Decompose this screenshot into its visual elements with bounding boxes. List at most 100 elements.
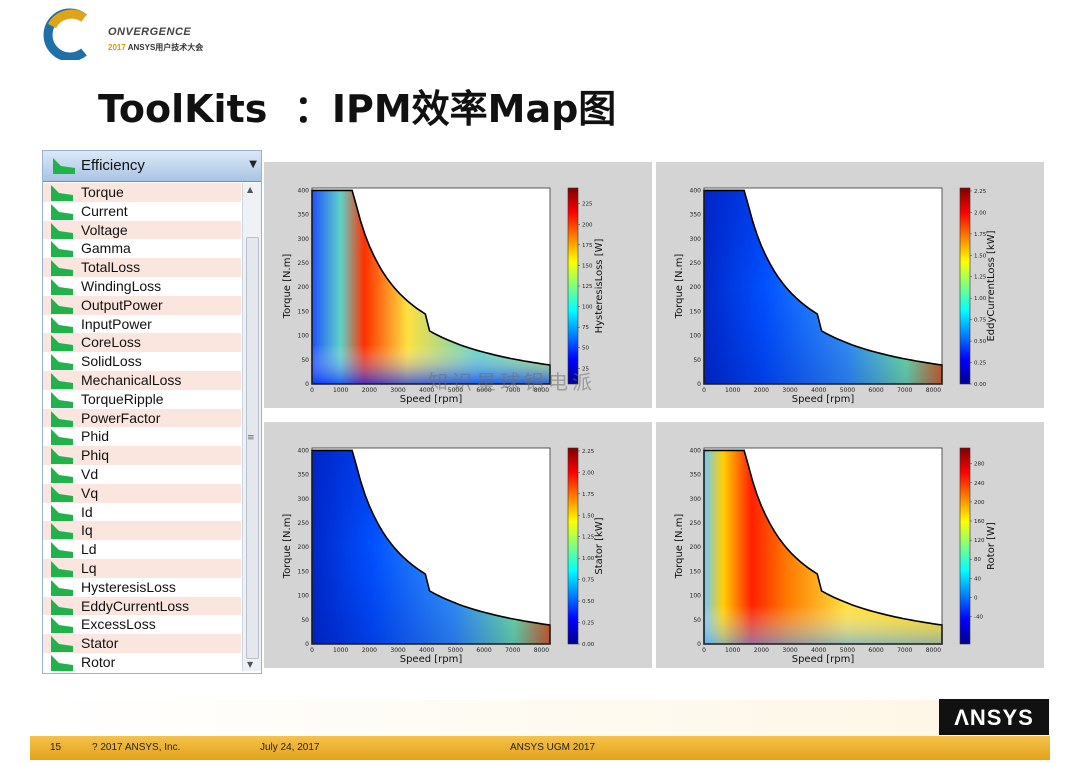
colorbar-tick-label: 80 xyxy=(974,557,981,563)
dropdown-list: Torque Current Voltage Gamma TotalLoss Windin… xyxy=(43,183,241,672)
x-tick-label: 3000 xyxy=(390,647,405,654)
dropdown-item-label: Vd xyxy=(81,465,99,482)
result-dropdown[interactable]: Efficiency ▼ Torque Current Voltage Gamma To… xyxy=(42,150,262,674)
x-tick-label: 0 xyxy=(702,387,706,394)
dropdown-item[interactable]: Rotor xyxy=(43,652,241,672)
x-axis-label: Speed [rpm] xyxy=(400,654,463,665)
flag-icon xyxy=(51,241,73,258)
flag-icon xyxy=(51,316,73,333)
colorbar-label: EddyCurrentLoss [kW] xyxy=(986,230,997,341)
x-tick-label: 0 xyxy=(310,647,314,654)
dropdown-item[interactable]: Id xyxy=(43,502,241,522)
colorbar-tick-label: 0.00 xyxy=(974,382,987,388)
flag-icon xyxy=(51,485,73,502)
dropdown-item[interactable]: EddyCurrentLoss xyxy=(43,596,241,616)
colorbar-tick-label: 0.75 xyxy=(974,318,987,324)
footer-bar: 15 ? 2017 ANSYS, Inc. July 24, 2017 ANSY… xyxy=(30,736,1050,760)
y-tick-label: 50 xyxy=(693,617,701,624)
colorbar xyxy=(567,187,579,385)
x-tick-label: 0 xyxy=(310,387,314,394)
chevron-down-icon[interactable]: ▼ xyxy=(249,159,257,170)
dropdown-item[interactable]: Gamma xyxy=(43,239,241,259)
x-tick-label: 4000 xyxy=(811,647,826,654)
dropdown-item-label: CoreLoss xyxy=(81,334,141,351)
y-tick-label: 350 xyxy=(690,212,702,219)
y-tick-label: 250 xyxy=(298,520,310,527)
dropdown-item[interactable]: Phiq xyxy=(43,446,241,465)
dropdown-item[interactable]: SolidLoss xyxy=(43,352,241,371)
dropdown-item[interactable]: Iq xyxy=(43,521,241,541)
dropdown-header[interactable]: Efficiency ▼ xyxy=(43,151,261,182)
plot-axes-frame xyxy=(311,187,551,385)
y-tick-label: 250 xyxy=(690,260,702,267)
dropdown-item[interactable]: TorqueRipple xyxy=(43,389,241,409)
dropdown-item-label: SolidLoss xyxy=(81,353,142,370)
y-tick-label: 150 xyxy=(298,568,310,575)
dropdown-item-label: ExcessLoss xyxy=(81,616,156,633)
dropdown-item[interactable]: Torque xyxy=(43,183,241,202)
dropdown-item[interactable]: Stator xyxy=(43,634,241,653)
colorbar-tick-label: 175 xyxy=(582,243,593,249)
dropdown-item[interactable]: OutputPower xyxy=(43,295,241,315)
plot-axes-frame xyxy=(703,187,943,385)
y-tick-label: 100 xyxy=(690,593,702,600)
flag-icon xyxy=(51,636,73,653)
hysteresis-loss-map: 0 1000 2000 3000 4000 5000 6000 7000 8000 0 50 100 1… xyxy=(264,162,652,408)
colorbar-tick-label: 50 xyxy=(582,346,589,352)
scroll-up-icon[interactable]: ▲ xyxy=(247,185,254,194)
dropdown-item-label: Id xyxy=(81,503,93,520)
flag-icon xyxy=(51,410,73,427)
x-tick-label: 6000 xyxy=(868,387,883,394)
flag-icon xyxy=(51,185,73,201)
scroll-down-icon[interactable]: ▼ xyxy=(247,660,254,669)
x-tick-label: 8000 xyxy=(534,647,549,654)
flag-icon xyxy=(51,372,73,389)
dropdown-item[interactable]: CoreLoss xyxy=(43,333,241,353)
dropdown-item[interactable]: WindingLoss xyxy=(43,276,241,296)
scrollbar[interactable]: ▲ ≡ ▼ xyxy=(242,183,261,671)
colorbar-tick-label: 1.25 xyxy=(582,535,595,541)
dropdown-item[interactable]: Current xyxy=(43,201,241,221)
colorbar-tick-label: 200 xyxy=(974,500,985,506)
y-tick-label: 400 xyxy=(298,447,310,454)
dropdown-item[interactable]: Voltage xyxy=(43,220,241,240)
scrollbar-thumb[interactable] xyxy=(246,237,259,659)
dropdown-item[interactable]: InputPower xyxy=(43,314,241,334)
torque-envelope-curve xyxy=(703,449,943,645)
dropdown-item[interactable]: Ld xyxy=(43,540,241,559)
dropdown-item[interactable]: ExcessLoss xyxy=(43,615,241,635)
colorbar-tick-label: 1.25 xyxy=(974,275,987,281)
colorbar-label: HysteresisLoss [W] xyxy=(594,239,605,334)
dropdown-item[interactable]: PowerFactor xyxy=(43,408,241,428)
colorbar-tick-label: 25 xyxy=(582,366,589,372)
dropdown-item[interactable]: HysteresisLoss xyxy=(43,577,241,597)
flag-icon xyxy=(51,260,73,277)
convergence-logo: ONVERGENCE 2017 ANSYS用户技术大会 xyxy=(40,8,220,62)
colorbar xyxy=(959,447,971,645)
dropdown-item[interactable]: MechanicalLoss xyxy=(43,370,241,390)
plot-axes-frame xyxy=(311,447,551,645)
dropdown-item-label: WindingLoss xyxy=(81,277,162,294)
x-tick-label: 2000 xyxy=(754,647,769,654)
eddy-current-loss-map: 0 1000 2000 3000 4000 5000 6000 7000 8000 0 50 100 1… xyxy=(656,162,1044,408)
x-tick-label: 5000 xyxy=(840,647,855,654)
y-tick-label: 350 xyxy=(690,472,702,479)
dropdown-item[interactable]: Lq xyxy=(43,558,241,578)
flag-icon xyxy=(51,278,73,295)
y-tick-label: 400 xyxy=(690,187,702,194)
x-tick-label: 2000 xyxy=(362,387,377,394)
y-axis-label: Torque [N.m] xyxy=(674,514,685,580)
colorbar-tick-label: 125 xyxy=(582,284,593,290)
y-tick-label: 50 xyxy=(301,357,309,364)
dropdown-item[interactable]: Phid xyxy=(43,427,241,447)
dropdown-item[interactable]: Vq xyxy=(43,483,241,503)
dropdown-item[interactable]: Vd xyxy=(43,464,241,484)
dropdown-item[interactable]: TotalLoss xyxy=(43,258,241,277)
x-tick-label: 6000 xyxy=(476,647,491,654)
y-tick-label: 0 xyxy=(697,381,701,388)
x-tick-label: 0 xyxy=(702,647,706,654)
flag-icon xyxy=(51,654,73,671)
flag-icon xyxy=(53,158,75,174)
dropdown-item-label: TorqueRipple xyxy=(81,390,164,407)
y-tick-label: 300 xyxy=(298,236,310,243)
